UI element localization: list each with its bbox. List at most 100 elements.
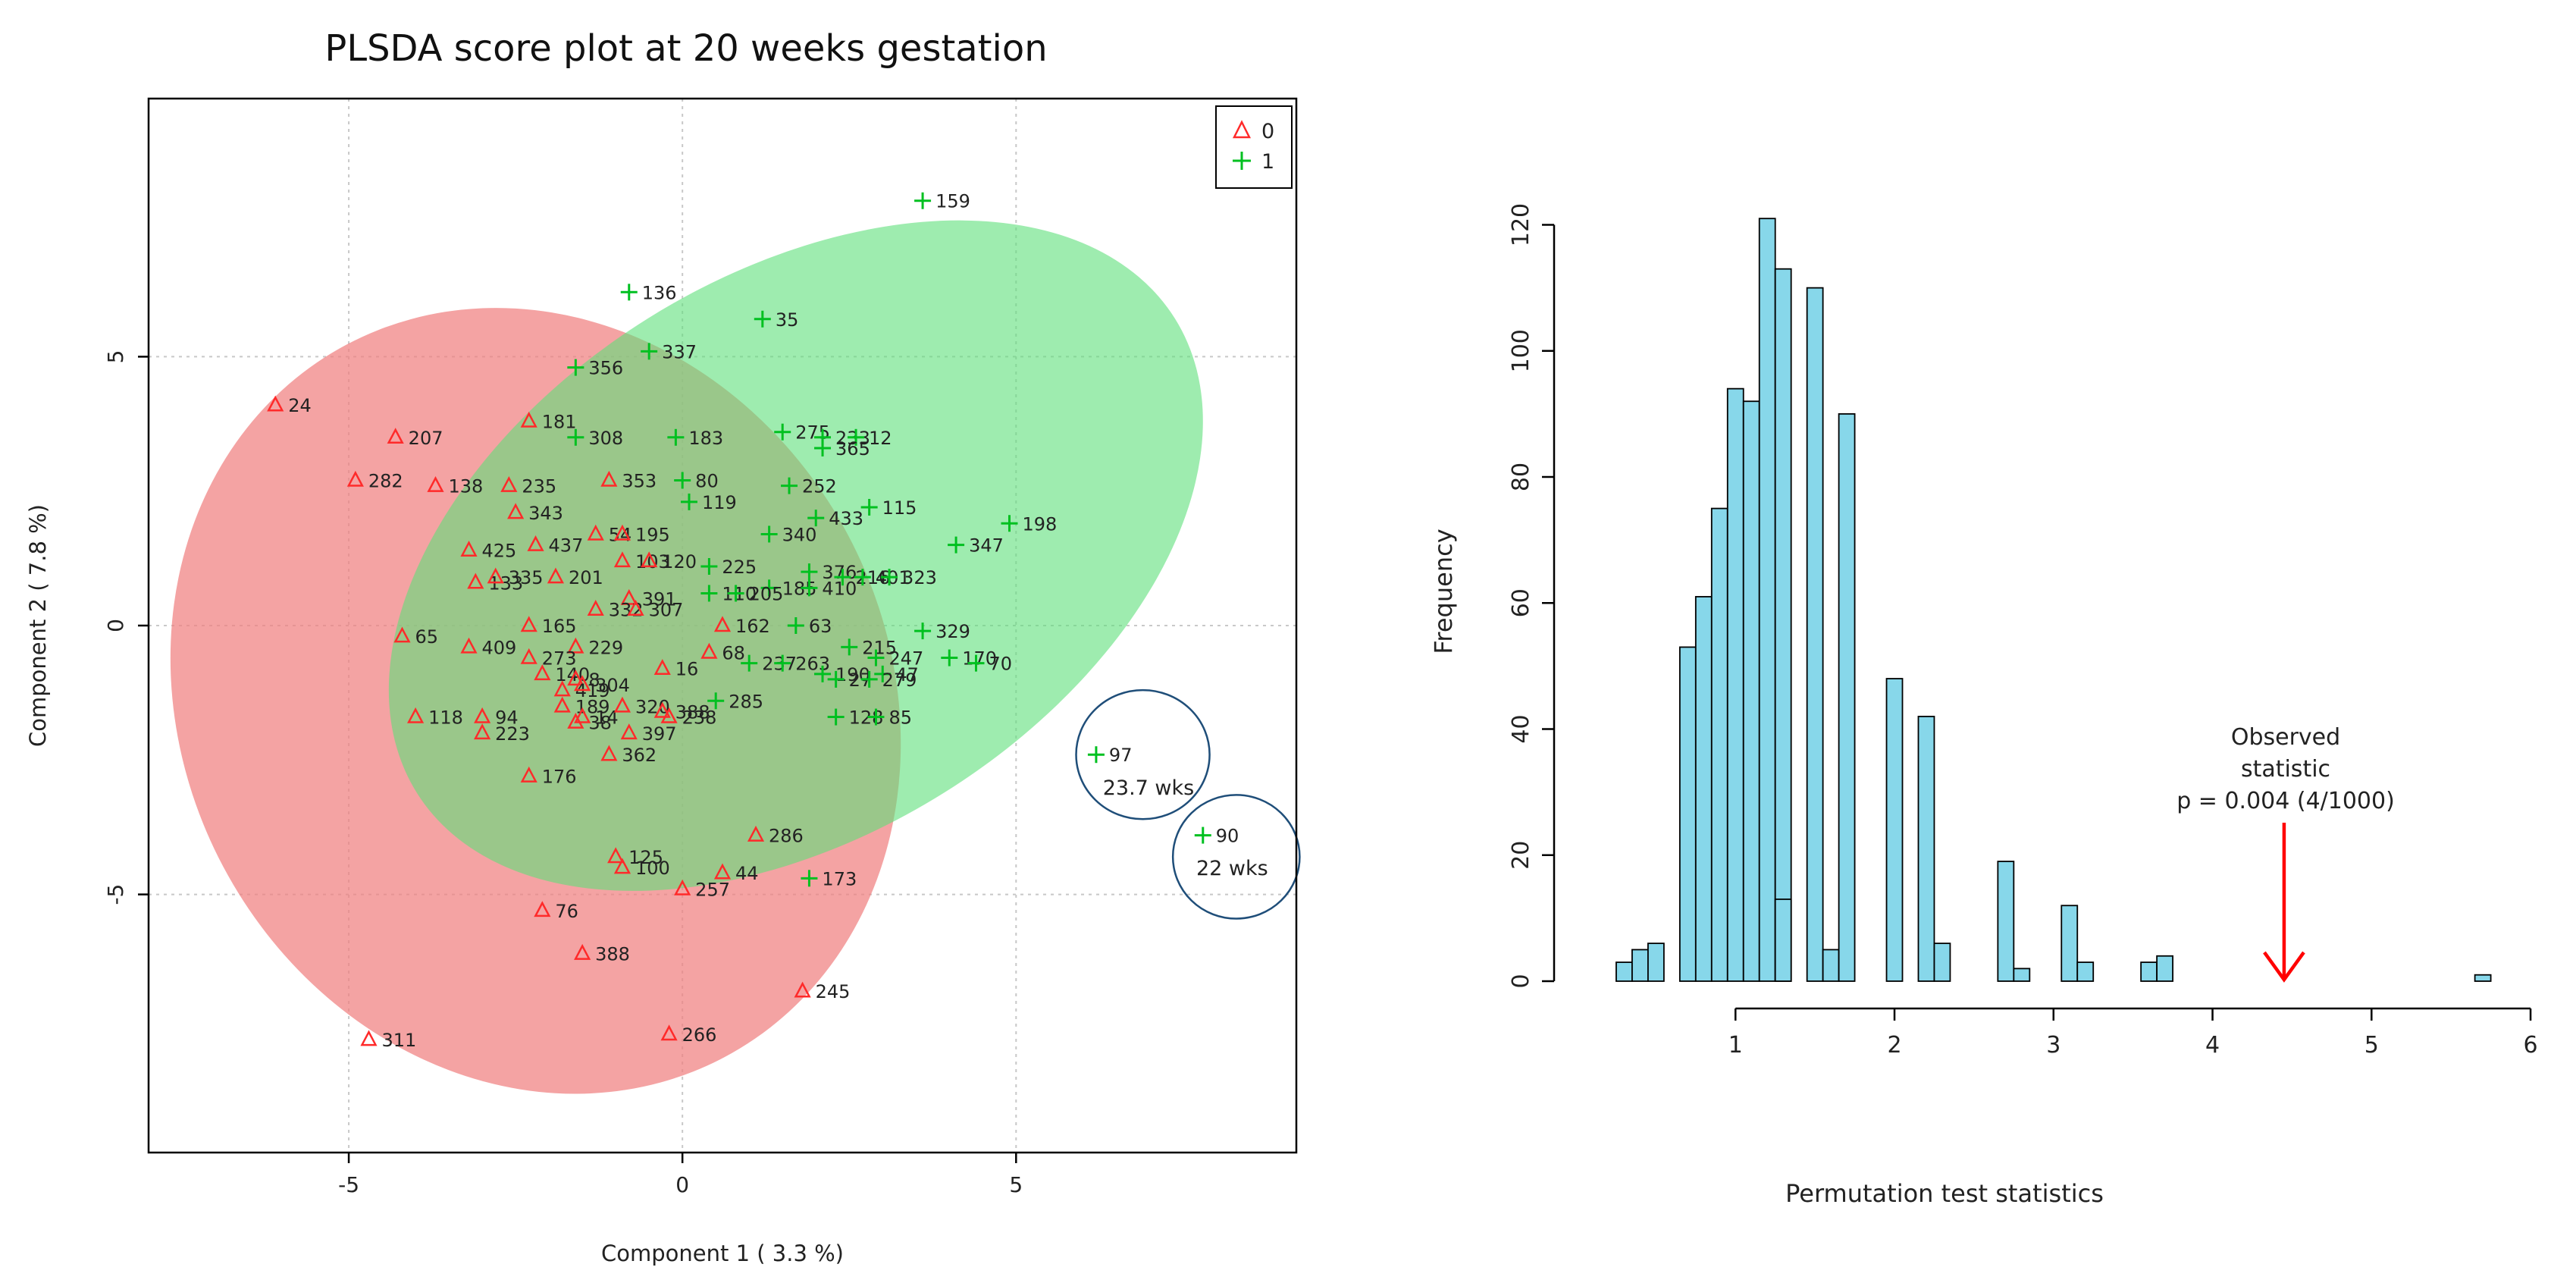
histogram-bar-9 (1758, 218, 1776, 982)
legend-label-1: 1 (1261, 150, 1274, 174)
histogram-bar-29 (2076, 961, 2095, 982)
point-label: 282 (368, 471, 403, 492)
score-point-class-0-189: 189 (553, 696, 610, 717)
triangle-marker (387, 428, 404, 444)
score-point-class-1-47: 47 (874, 664, 919, 685)
point-label: 173 (822, 868, 857, 889)
score-point-class-0-304: 304 (574, 675, 630, 696)
score-point-class-1-340: 340 (760, 524, 816, 545)
legend-triangle-marker (1232, 120, 1252, 139)
triangle-marker (641, 551, 658, 568)
triangle-marker (507, 503, 525, 519)
point-label: 115 (882, 497, 917, 519)
point-label: 225 (722, 557, 757, 578)
score-point-class-0-238: 238 (660, 707, 716, 729)
histogram-y-tick-label-1: 20 (1508, 841, 1534, 870)
point-label: 409 (482, 637, 517, 658)
score-point-class-1-410: 410 (801, 578, 857, 599)
point-label: 397 (642, 723, 677, 745)
score-point-class-0-207: 207 (387, 428, 443, 449)
triangle-marker (460, 541, 478, 557)
point-label: 47 (895, 664, 919, 685)
histogram-x-tick-label-4: 5 (2364, 1032, 2379, 1059)
triangle-marker (600, 470, 618, 487)
point-label: 198 (1023, 513, 1058, 535)
point-label: 44 (735, 863, 759, 884)
point-label: 391 (642, 589, 677, 610)
score-point-class-1-170: 170 (941, 648, 997, 670)
triangle-marker (574, 707, 591, 723)
point-label: 410 (822, 578, 857, 599)
histogram-bar-7 (1726, 387, 1744, 982)
point-label: 65 (415, 626, 438, 648)
point-label: 68 (722, 642, 745, 663)
legend-label-0: 0 (1261, 120, 1274, 143)
histogram-bar-24 (1997, 861, 2015, 982)
score-point-class-0-181: 181 (520, 412, 577, 433)
point-label: 118 (428, 707, 463, 729)
score-point-class-1-35: 35 (754, 309, 798, 331)
score-point-class-1-225: 225 (700, 557, 757, 578)
score-point-class-1-190: 190 (814, 664, 870, 685)
triangle-marker (427, 475, 444, 492)
triangle-marker (534, 664, 551, 681)
point-label: 388 (595, 944, 630, 965)
point-label: 307 (649, 600, 684, 621)
score-point-class-1-285: 285 (707, 691, 763, 712)
histogram-overlay-bar-0 (1774, 899, 1792, 982)
histogram-y-tick-label-6: 120 (1508, 203, 1534, 246)
histogram-bar-8 (1742, 400, 1760, 982)
score-point-class-0-335: 335 (487, 567, 544, 588)
point-label: 12 (869, 428, 892, 449)
score-point-class-0-38: 38 (567, 713, 612, 734)
triangle-marker (520, 648, 537, 664)
point-label: 252 (802, 476, 837, 497)
score-point-class-0-311: 311 (360, 1030, 416, 1051)
score-point-class-1-263: 263 (774, 654, 830, 675)
score-point-class-0-229: 229 (567, 637, 623, 658)
point-label: 343 (528, 503, 563, 524)
plsda-y-tick-label-2: 5 (103, 350, 128, 363)
histogram-x-tick-label-3: 4 (2205, 1032, 2220, 1059)
triangle-marker (794, 981, 811, 998)
triangle-marker (474, 707, 491, 723)
point-label: 229 (588, 637, 623, 658)
point-label: 235 (522, 476, 556, 497)
point-label: 356 (588, 358, 623, 379)
histogram-bar-13 (1822, 949, 1840, 982)
triangle-marker (500, 475, 518, 492)
plsda-outlier-circles: 23.7 wks 22 wks (1075, 688, 1301, 920)
point-label: 38 (588, 713, 612, 734)
point-label: 120 (662, 551, 697, 572)
triangle-marker (613, 524, 631, 541)
point-label: 285 (729, 691, 763, 712)
histogram-bar-33 (2140, 961, 2158, 982)
score-point-class-1-70: 70 (967, 654, 1012, 675)
triangle-marker (627, 600, 644, 616)
score-point-class-1-198: 198 (1001, 513, 1058, 535)
point-label: 80 (695, 471, 719, 492)
point-label: 365 (835, 438, 870, 460)
histogram-bar-17 (1885, 678, 1904, 982)
histogram-bar-20 (1933, 943, 1951, 982)
triangle-marker (700, 642, 718, 659)
score-point-class-0-118: 118 (407, 707, 463, 729)
score-point-class-0-362: 362 (600, 745, 657, 766)
score-point-class-0-391: 391 (620, 589, 677, 610)
score-point-class-1-252: 252 (781, 476, 837, 497)
score-point-class-0-201: 201 (547, 567, 603, 588)
point-label: 337 (662, 341, 697, 362)
point-label: 279 (882, 670, 917, 691)
point-label: 176 (542, 767, 577, 788)
triangle-marker (553, 680, 571, 697)
score-point-class-0-120: 120 (641, 551, 697, 572)
point-label: 70 (989, 654, 1012, 675)
triangle-marker (520, 766, 537, 783)
score-point-class-0-332: 332 (587, 600, 644, 621)
score-point-class-0-76: 76 (534, 901, 578, 922)
score-point-class-0-223: 223 (474, 723, 530, 745)
point-label: 215 (862, 637, 897, 658)
point-label: 388 (675, 701, 710, 723)
observed-p-value-label: p = 0.004 (4/1000) (2176, 788, 2395, 814)
triangle-marker (534, 901, 551, 917)
